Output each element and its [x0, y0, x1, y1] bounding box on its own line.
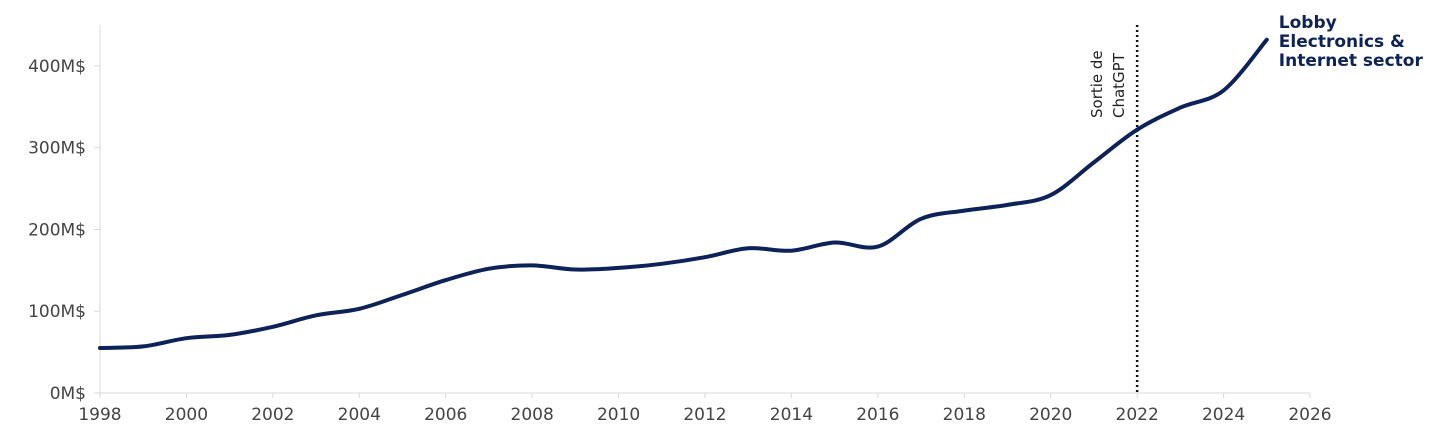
series-label: Lobby Electronics & Internet sector	[1279, 13, 1424, 71]
x-tick-label: 2018	[943, 405, 986, 425]
x-tick-label: 2020	[1029, 405, 1072, 425]
y-tick-label: 0M$	[50, 384, 86, 404]
x-tick-label: 2006	[424, 405, 467, 425]
x-tick-label: 2000	[165, 405, 208, 425]
series-label-line: Internet sector	[1279, 51, 1424, 71]
x-tick-label: 2002	[251, 405, 294, 425]
x-tick-label: 2008	[511, 405, 554, 425]
x-axis: 1998 2000 2002 2004 2006 2008 2010 2012 2014 2016…	[78, 392, 1332, 425]
chatgpt-release-label: Sortie de	[1088, 50, 1106, 118]
x-tick-label: 2012	[683, 405, 726, 425]
x-tick-label: 2016	[856, 405, 899, 425]
y-tick-label: 100M$	[28, 302, 86, 322]
x-tick-label: 2010	[597, 405, 640, 425]
x-tick-label: 2014	[770, 405, 813, 425]
series-label-line: Electronics &	[1279, 32, 1405, 52]
x-tick-label: 1998	[78, 405, 121, 425]
annotations: Sortie de ChatGPT	[1088, 25, 1139, 393]
y-tick-label: 300M$	[28, 139, 86, 159]
series-label-line: Lobby	[1279, 13, 1337, 33]
x-tick-label: 2004	[338, 405, 381, 425]
series-layer: Lobby Electronics & Internet sector	[98, 13, 1423, 350]
series-line	[98, 37, 1269, 350]
x-tick-label: 2022	[1116, 405, 1159, 425]
x-tick-label: 2024	[1202, 405, 1245, 425]
x-tick-label: 2026	[1288, 405, 1331, 425]
y-tick-label: 400M$	[28, 57, 86, 77]
y-axis: 0M$ 100M$ 200M$ 300M$ 400M$	[28, 25, 101, 404]
y-tick-label: 200M$	[28, 220, 86, 240]
chatgpt-release-label: ChatGPT	[1110, 52, 1128, 118]
